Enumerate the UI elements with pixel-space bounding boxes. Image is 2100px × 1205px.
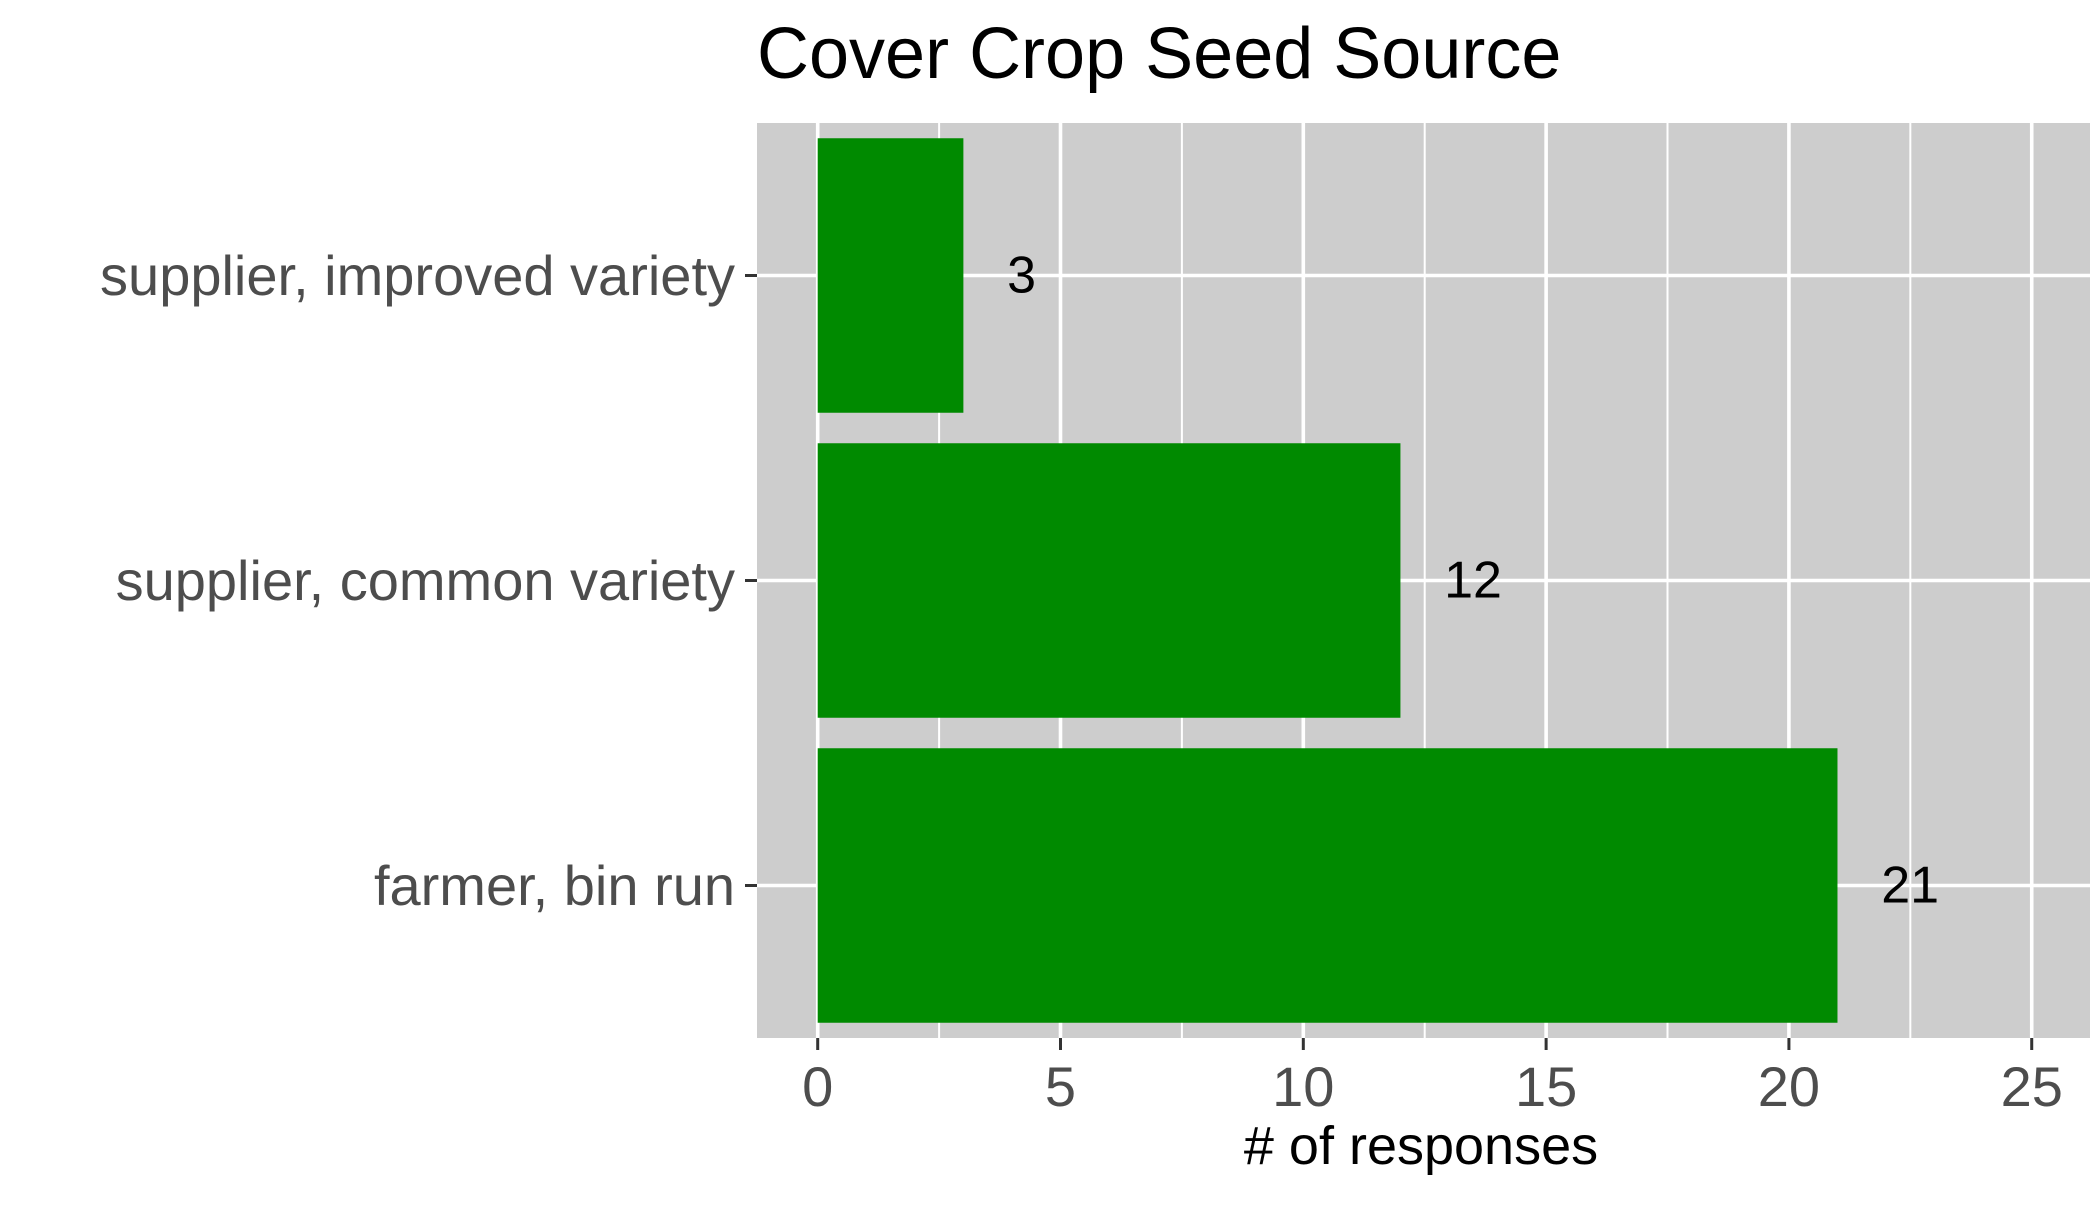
x-axis: 0 5 10 15 20 25 xyxy=(802,1038,2063,1118)
y-tick-label: supplier, common variety xyxy=(116,549,735,612)
x-tick-label: 15 xyxy=(1515,1055,1577,1118)
y-axis: supplier, improved variety supplier, comm… xyxy=(100,244,757,917)
data-labels: 3 12 21 xyxy=(1007,247,1939,915)
data-label-1: 3 xyxy=(1007,247,1036,305)
x-tick-label: 25 xyxy=(2001,1055,2063,1118)
x-tick-label: 0 xyxy=(802,1055,833,1118)
bar-1 xyxy=(817,138,964,413)
bars xyxy=(817,138,1838,1023)
y-tick-label: supplier, improved variety xyxy=(100,244,735,307)
x-tick-label: 10 xyxy=(1272,1055,1334,1118)
data-label-2: 12 xyxy=(1444,552,1502,610)
bar-2 xyxy=(817,443,1401,718)
bar-3 xyxy=(817,748,1838,1023)
chart-title: Cover Crop Seed Source xyxy=(757,14,1561,94)
x-tick-label: 5 xyxy=(1045,1055,1076,1118)
data-label-3: 21 xyxy=(1881,857,1939,915)
x-axis-title: # of responses xyxy=(1244,1116,1598,1176)
y-tick-label: farmer, bin run xyxy=(374,854,735,917)
x-tick-label: 20 xyxy=(1758,1055,1820,1118)
